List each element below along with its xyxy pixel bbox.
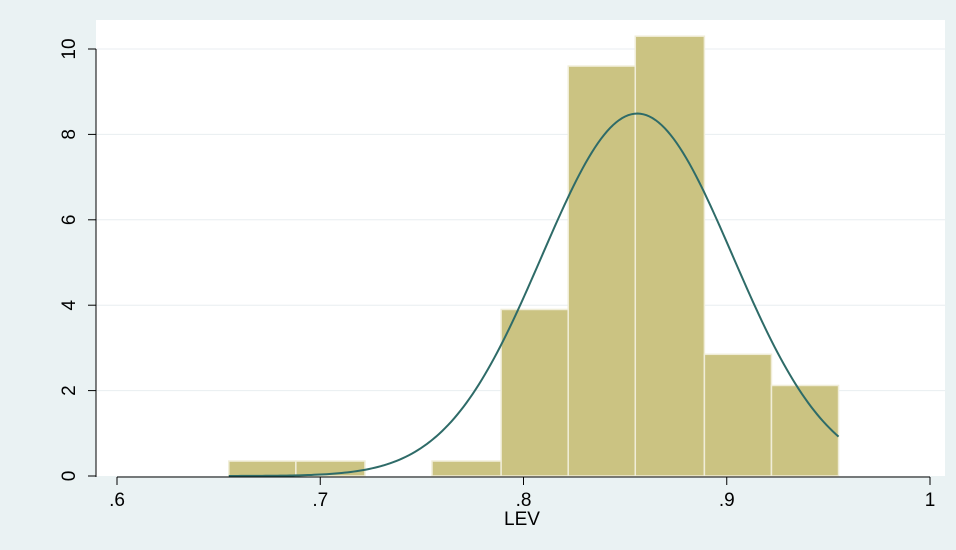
- y-tick-label-0: 0: [59, 471, 80, 482]
- normal-density-curve: [228, 112, 840, 477]
- histogram-bar-5: [567, 65, 637, 477]
- density-curve-layer: [228, 112, 840, 477]
- x-tick-label-0: .6: [109, 490, 125, 511]
- y-tick-label-2: 4: [59, 299, 80, 310]
- histogram-bar-3: [431, 460, 502, 477]
- axes: 0 2 4 6 8 10 .6 .7 .8 .9 1: [59, 38, 935, 511]
- histogram-bar-4: [500, 308, 569, 477]
- histogram-bar-0: [228, 460, 297, 477]
- x-tick-label-4: 1: [925, 490, 936, 511]
- histogram-bar-6: [634, 35, 706, 477]
- y-tick-label-4: 8: [59, 129, 80, 140]
- histogram-bars: [228, 35, 840, 477]
- x-tick-label-3: .9: [719, 490, 735, 511]
- x-tick-label-2: .8: [516, 490, 532, 511]
- y-tick-label-3: 6: [59, 215, 80, 226]
- x-axis-title: LEV: [504, 509, 540, 530]
- histogram-bar-7: [703, 353, 773, 477]
- y-tick-label-5: 10: [59, 38, 80, 59]
- histogram-bar-8: [770, 384, 840, 477]
- x-tick-label-1: .7: [312, 490, 328, 511]
- y-tick-label-1: 2: [59, 385, 80, 396]
